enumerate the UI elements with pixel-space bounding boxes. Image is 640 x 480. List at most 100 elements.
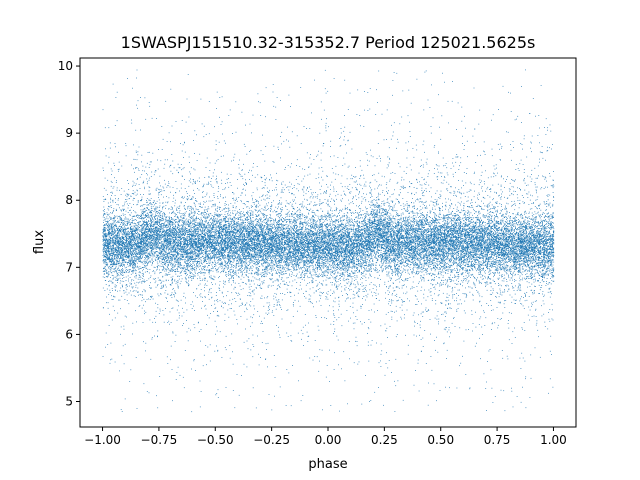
data-point	[230, 232, 232, 234]
data-point	[323, 257, 325, 259]
data-point	[434, 236, 435, 237]
data-point	[387, 232, 388, 234]
data-point	[295, 247, 296, 249]
data-point	[385, 260, 386, 261]
data-point	[446, 266, 448, 267]
data-point	[485, 286, 486, 287]
data-point	[552, 205, 554, 207]
data-point	[226, 263, 228, 264]
data-point	[267, 310, 269, 311]
data-point	[469, 261, 471, 263]
data-point	[412, 259, 413, 260]
data-point	[390, 266, 392, 268]
data-point	[182, 231, 183, 232]
data-point	[304, 275, 305, 277]
data-point	[356, 341, 358, 342]
data-point	[530, 260, 531, 262]
data-point	[205, 266, 206, 268]
data-point	[241, 275, 243, 277]
data-point	[302, 252, 304, 253]
data-point	[109, 254, 111, 256]
data-point	[352, 196, 354, 198]
data-point	[418, 234, 420, 236]
data-point	[299, 250, 300, 252]
data-point	[414, 246, 416, 248]
data-point	[501, 318, 502, 319]
data-point	[142, 245, 144, 246]
data-point	[117, 280, 119, 281]
data-point	[473, 257, 474, 259]
data-point	[255, 287, 257, 289]
data-point	[372, 222, 374, 224]
data-point	[443, 328, 445, 330]
data-point	[279, 276, 280, 278]
data-point	[372, 260, 373, 261]
data-point	[142, 281, 144, 282]
data-point	[367, 341, 369, 343]
data-point	[171, 232, 173, 234]
data-point	[237, 261, 239, 263]
data-point	[153, 226, 154, 227]
data-point	[482, 255, 484, 257]
data-point	[377, 259, 379, 261]
data-point	[207, 208, 208, 210]
data-point	[354, 251, 356, 253]
data-point	[107, 256, 109, 258]
data-point	[191, 266, 193, 268]
data-point	[424, 151, 425, 153]
data-point	[215, 268, 216, 269]
data-point	[386, 275, 388, 277]
data-point	[175, 257, 177, 259]
data-point	[510, 268, 511, 270]
data-point	[442, 157, 444, 159]
data-point	[508, 242, 510, 243]
data-point	[410, 235, 412, 237]
data-point	[258, 246, 260, 247]
data-point	[322, 253, 323, 255]
data-point	[553, 232, 555, 234]
data-point	[220, 262, 222, 264]
data-point	[468, 239, 470, 241]
data-point	[547, 194, 549, 196]
data-point	[460, 235, 462, 237]
data-point	[321, 233, 323, 234]
data-point	[464, 248, 466, 250]
data-point	[523, 223, 525, 225]
data-point	[386, 266, 388, 268]
data-point	[470, 225, 472, 227]
data-point	[310, 260, 312, 262]
data-point	[349, 192, 351, 194]
data-point	[321, 238, 323, 240]
data-point	[459, 245, 461, 247]
data-point	[418, 226, 420, 227]
data-point	[253, 283, 255, 285]
data-point	[288, 203, 290, 205]
data-point	[439, 241, 441, 242]
data-point	[279, 223, 281, 225]
data-point	[201, 237, 203, 239]
data-point	[157, 277, 159, 279]
data-point	[129, 246, 130, 248]
data-point	[440, 268, 441, 270]
data-point	[109, 254, 110, 256]
data-point	[192, 265, 193, 267]
data-point	[407, 270, 409, 272]
data-point	[533, 245, 535, 247]
data-point	[467, 270, 468, 272]
data-point	[475, 248, 477, 250]
data-point	[356, 220, 358, 222]
data-point	[134, 246, 135, 248]
data-point	[265, 239, 267, 241]
data-point	[158, 197, 159, 198]
data-point	[526, 235, 527, 237]
data-point	[536, 246, 538, 248]
data-point	[366, 193, 367, 195]
data-point	[256, 228, 258, 230]
data-point	[520, 231, 522, 232]
data-point	[447, 308, 448, 309]
data-point	[444, 176, 445, 178]
data-point	[452, 244, 453, 246]
data-point	[253, 263, 255, 265]
data-point	[358, 236, 360, 238]
data-point	[275, 366, 277, 367]
